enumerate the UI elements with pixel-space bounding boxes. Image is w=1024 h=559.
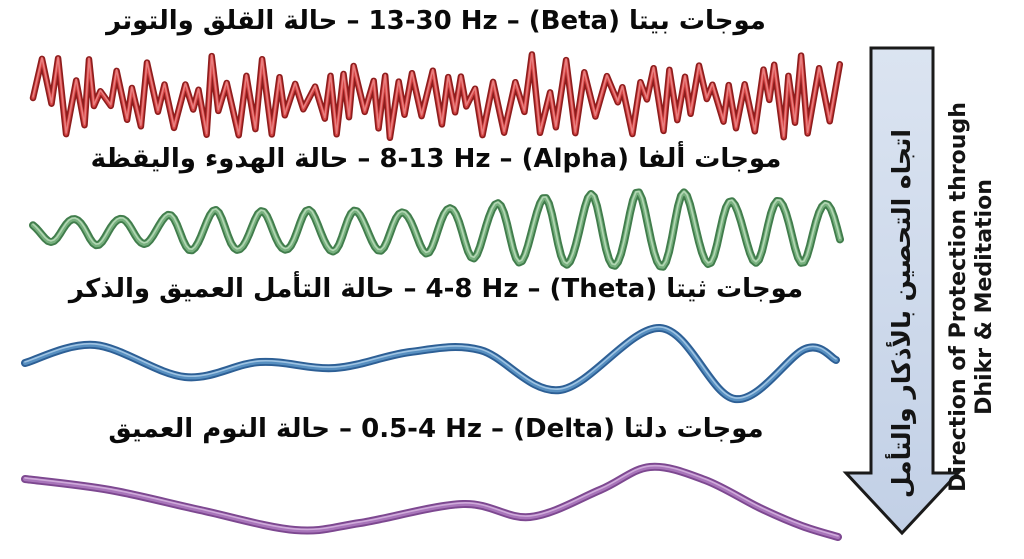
arrow-label-arabic: اتجاه التحصين بالأذكار والتأمل <box>887 129 916 499</box>
wave-title-theta: موجات ثيتا (Theta) – 4-8 Hz – حالة التأم… <box>68 274 804 304</box>
wave-title-delta: موجات دلتا (Delta) – 0.5-4 Hz – حالة الن… <box>108 414 764 444</box>
theta-wave-highlight <box>24 326 837 399</box>
arrow-label-english-line2: Dhikr & Meditation <box>972 179 997 415</box>
wave-title-beta: موجات بيتا (Beta) – 13-30 Hz – حالة القل… <box>106 6 766 36</box>
arrow-label-english: Direction of Protection through Dhikr & … <box>946 57 998 537</box>
alpha-wave-highlight <box>32 190 841 267</box>
direction-arrow <box>842 46 962 536</box>
theta-wave-core <box>22 325 839 402</box>
wave-title-alpha: موجات ألفا (Alpha) – 8-13 Hz – حالة الهد… <box>90 144 782 174</box>
delta-wave-outline <box>21 462 842 541</box>
delta-wave-core <box>22 464 841 540</box>
arrow-label-english-line1: Direction of Protection through <box>946 102 971 492</box>
delta-wave-highlight <box>24 464 839 537</box>
beta-wave-highlight <box>32 52 841 138</box>
